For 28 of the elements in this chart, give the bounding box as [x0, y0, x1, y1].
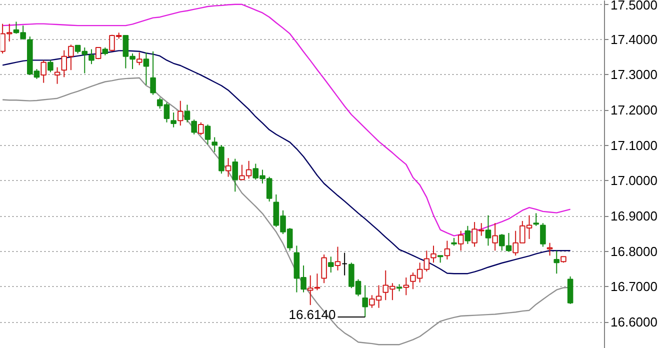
y-tick-label: 17.5000	[610, 0, 658, 12]
candlestick	[342, 252, 348, 276]
candlestick	[362, 284, 368, 318]
y-tick-label: 16.9000	[610, 208, 658, 224]
candlestick	[40, 60, 46, 84]
candlestick	[485, 214, 492, 246]
candlestick	[403, 276, 410, 296]
candlestick	[334, 246, 341, 271]
annotation: 16.6140	[288, 307, 336, 322]
candlestick	[225, 158, 232, 178]
candlestick	[430, 245, 436, 264]
candlestick	[464, 225, 471, 244]
candlestick	[150, 50, 156, 96]
candlestick	[178, 100, 184, 126]
candlestick	[492, 222, 498, 252]
y-tick-label: 17.0000	[610, 173, 658, 188]
y-tick-label: 16.6000	[610, 314, 658, 330]
candlestick	[396, 284, 402, 292]
candlestick	[184, 104, 190, 123]
y-tick-label: 16.8000	[610, 244, 658, 259]
candlestick	[212, 136, 218, 153]
y-tick-label: 17.4000	[610, 32, 658, 47]
y-tick-label: 17.2000	[610, 102, 658, 118]
y-tick-label: 17.1000	[610, 138, 658, 153]
candlestick	[328, 256, 334, 274]
y-tick-label: 17.3000	[610, 67, 658, 82]
y-tick-label: 16.7000	[610, 279, 658, 294]
candlestick	[554, 250, 560, 274]
